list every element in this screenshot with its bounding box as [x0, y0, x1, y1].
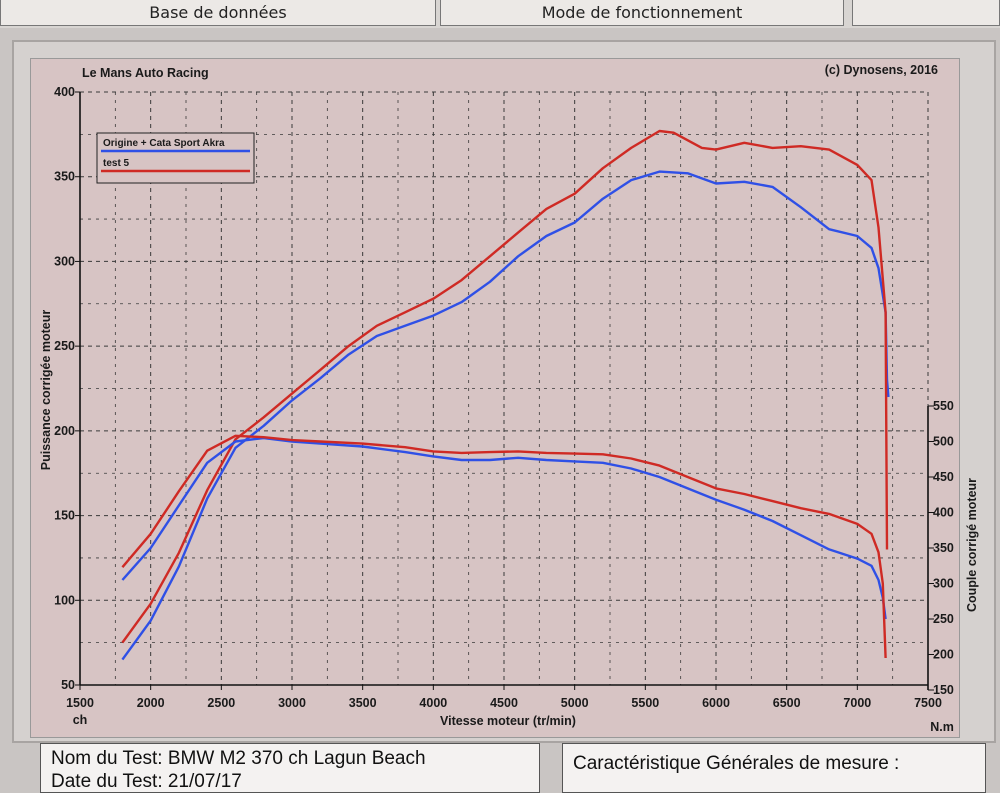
- x-tick-label: 5500: [631, 696, 659, 710]
- series-line-power-red: [121, 129, 889, 644]
- x-tick-label: 4500: [490, 696, 518, 710]
- y2-tick-label: 200: [933, 648, 954, 662]
- x-tick-label: 5000: [561, 696, 589, 710]
- x-tick-label: 7500: [914, 696, 942, 710]
- legend-label: test 5: [103, 158, 130, 169]
- legend-box: [96, 132, 255, 184]
- x-tick-label: 7000: [843, 696, 871, 710]
- x-unit-left: ch: [73, 713, 88, 727]
- x-tick-label: 3000: [278, 696, 306, 710]
- y-tick-label: 350: [54, 170, 75, 184]
- y2-tick-label: 400: [933, 506, 954, 520]
- general-characteristics-title: Caractéristique Générales de mesure :: [573, 753, 900, 774]
- tab-bar: Base de données Mode de fonctionnement: [0, 0, 1000, 28]
- x-tick-label: 2000: [137, 696, 165, 710]
- x-tick-label: 6500: [773, 696, 801, 710]
- tab-base-de-donnees[interactable]: Base de données: [0, 0, 436, 26]
- y-tick-label: 100: [54, 593, 75, 607]
- y-tick-label: 300: [54, 254, 75, 268]
- y-tick-label: 400: [54, 85, 75, 99]
- legend: Origine + Cata Sport Akra test 5: [96, 132, 255, 184]
- y2-tick-label: 450: [933, 470, 954, 484]
- y2-tick-label: 250: [933, 612, 954, 626]
- x-unit-right: N.m: [930, 720, 954, 734]
- y2-tick-label: 500: [933, 435, 954, 449]
- axes: [75, 91, 934, 691]
- tab-mode-de-fonctionnement[interactable]: Mode de fonctionnement: [440, 0, 844, 26]
- series-line-power-blue: [121, 170, 890, 661]
- x-tick-label: 1500: [66, 696, 94, 710]
- grid-lines: [80, 91, 929, 685]
- y-tick-label: 200: [54, 424, 75, 438]
- legend-label: Origine + Cata Sport Akra: [103, 138, 225, 149]
- x-tick-label: 6000: [702, 696, 730, 710]
- y-axis-label: Puissance corrigée moteur: [39, 310, 53, 471]
- x-tick-label: 3500: [349, 696, 377, 710]
- y-tick-label: 150: [54, 509, 75, 523]
- y2-tick-label: 350: [933, 541, 954, 555]
- test-date: Date du Test: 21/07/17: [51, 771, 242, 792]
- series-line-torque-red: [121, 434, 887, 659]
- general-characteristics-panel: Caractéristique Générales de mesure :: [562, 743, 986, 793]
- y-tick-label: 250: [54, 339, 75, 353]
- y2-tick-label: 150: [933, 683, 954, 697]
- series-lines: [121, 129, 890, 661]
- x-axis-label: Vitesse moteur (tr/min): [440, 714, 576, 728]
- y2-axis-label: Couple corrigé moteur: [965, 478, 979, 612]
- x-tick-label: 2500: [207, 696, 235, 710]
- y-tick-label: 50: [61, 678, 75, 692]
- series-line-torque-blue: [121, 436, 887, 620]
- tick-labels: 1500 2000 2500 3000 3500 4000 4500 5000 5500 6000…: [54, 85, 954, 710]
- test-name: Nom du Test: BMW M2 370 ch Lagun Beach: [51, 748, 426, 769]
- chart-header-left: Le Mans Auto Racing: [82, 66, 209, 80]
- chart-header-right: (c) Dynosens, 2016: [825, 63, 938, 77]
- y2-tick-label: 550: [933, 399, 954, 413]
- test-info-panel: Nom du Test: BMW M2 370 ch Lagun Beach D…: [40, 743, 540, 793]
- x-tick-label: 4000: [419, 696, 447, 710]
- y2-tick-label: 300: [933, 577, 954, 591]
